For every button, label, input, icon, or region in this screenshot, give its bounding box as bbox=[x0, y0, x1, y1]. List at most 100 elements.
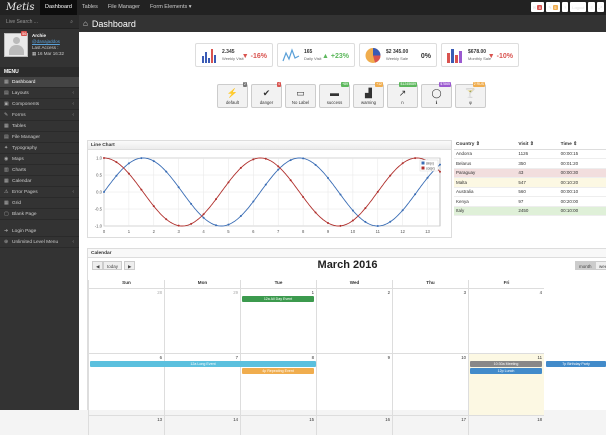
sidebar-item-charts[interactable]: ▥ Charts bbox=[0, 165, 79, 176]
day-of-week-header: Mon bbox=[164, 280, 240, 288]
topnav-form-elements[interactable]: Form Elements ▾ bbox=[149, 4, 192, 10]
calendar-day-cell[interactable]: 28 bbox=[88, 288, 164, 353]
data-point bbox=[165, 170, 168, 173]
sidebar-item-components[interactable]: ▣ Components ‹ bbox=[0, 99, 79, 110]
prev-button[interactable]: ◀ bbox=[92, 261, 104, 270]
sidebar-item-label: Login Page bbox=[12, 228, 37, 234]
quick-action-button[interactable]: 🍸 φ 2 RUS bbox=[455, 82, 486, 108]
table-cell: Italy bbox=[454, 206, 517, 216]
mail-icon[interactable]: ✉ 8 bbox=[530, 2, 545, 12]
calendar-day-cell[interactable]: 1 bbox=[240, 288, 316, 353]
quick-action-button[interactable]: ▬ success +89 bbox=[319, 82, 350, 108]
topnav-file-manager[interactable]: File Manager bbox=[107, 4, 140, 10]
calendar-event[interactable]: 10:30a Meeting bbox=[470, 361, 542, 367]
calendar-panel: Calendar ◀ today ▶ March 2016 month week… bbox=[87, 248, 606, 435]
comment-icon[interactable]: ✎ 5 bbox=[546, 2, 560, 12]
sidebar-item-error-pages[interactable]: ⚠ Error Pages ‹ bbox=[0, 187, 79, 198]
menu-item-icon: ⚠ bbox=[4, 189, 9, 195]
help-icon[interactable]: ? bbox=[561, 2, 569, 12]
calendar-day-cell[interactable]: 8 bbox=[240, 353, 316, 415]
next-button[interactable]: ▶ bbox=[124, 261, 136, 270]
search-icon[interactable]: ⌕ bbox=[70, 18, 73, 25]
quick-action-button[interactable]: ⚡ default 2 bbox=[217, 82, 248, 108]
calendar-day-cell[interactable]: 16 bbox=[316, 415, 392, 435]
calendar-day-cell[interactable]: 2 bbox=[316, 288, 392, 353]
table-cell: 43 bbox=[516, 168, 559, 178]
notification-badge: 5 bbox=[552, 4, 558, 10]
stat-card[interactable]: $2 345.00 Weekly Sale 0% bbox=[359, 43, 437, 67]
sidebar-item-grid[interactable]: ▦ Grid bbox=[0, 198, 79, 209]
calendar-day-cell[interactable]: 29 bbox=[164, 288, 240, 353]
calendar-day-cell[interactable]: 4 bbox=[468, 288, 544, 353]
action-badge: $1245689 bbox=[399, 82, 417, 87]
calendar-day-cell[interactable]: 18 bbox=[468, 415, 544, 435]
day-number: 18 bbox=[537, 417, 542, 422]
menu-item-icon: ▥ bbox=[4, 167, 9, 173]
sidebar-item-file-manager[interactable]: ▤ File Manager bbox=[0, 132, 79, 143]
y-tick-label: -1.0 bbox=[95, 224, 103, 229]
action-icon: ✔ bbox=[262, 88, 271, 98]
data-point bbox=[401, 162, 404, 165]
stat-card[interactable]: 2.345 Weekly Visit ▼ -16% bbox=[195, 43, 273, 67]
calendar-day-cell[interactable]: 7 bbox=[164, 353, 240, 415]
sidebar-item-login-page[interactable]: ➜ Login Page bbox=[0, 226, 79, 237]
calendar-day-cell[interactable]: 9 bbox=[316, 353, 392, 415]
today-button[interactable]: today bbox=[103, 261, 123, 270]
top-navbar: Metis Dashboard Tables File Manager Form… bbox=[0, 0, 606, 15]
data-point bbox=[439, 170, 441, 173]
quick-action-button[interactable]: ◯ ℹ $7865 bbox=[421, 82, 452, 108]
calendar-event[interactable]: 7p Birthday Party bbox=[546, 361, 606, 367]
fullscreen-icon[interactable]: ⤢ bbox=[596, 2, 604, 12]
calendar-day-cell[interactable]: 13 bbox=[88, 415, 164, 435]
sidebar-item-maps[interactable]: ◉ Maps bbox=[0, 154, 79, 165]
calendar-day-cell[interactable]: 15 bbox=[240, 415, 316, 435]
menu-item-icon: ◉ bbox=[4, 156, 9, 162]
topnav-tables[interactable]: Tables bbox=[81, 4, 98, 10]
calendar-event[interactable]: 4p Repeating Event bbox=[242, 368, 314, 374]
sidebar-item-forms[interactable]: ✎ Forms ‹ bbox=[0, 110, 79, 121]
brand-logo[interactable]: Metis bbox=[6, 2, 35, 13]
logout-button[interactable]: Logout bbox=[570, 2, 587, 12]
calendar-event[interactable]: 12p Lunch bbox=[470, 368, 542, 374]
quick-action-button[interactable]: ✔ danger 4 bbox=[251, 82, 282, 108]
calendar-day-cell[interactable]: 14 bbox=[164, 415, 240, 435]
sidebar-item-unlimited-level-menu[interactable]: ⊕ Unlimited Level Menu ‹ bbox=[0, 237, 79, 248]
week-view-button[interactable]: week bbox=[595, 261, 606, 270]
line-chart-title: Line Chart bbox=[88, 141, 451, 150]
avatar[interactable] bbox=[4, 33, 28, 57]
sidebar-item-tables[interactable]: ▦ Tables bbox=[0, 121, 79, 132]
column-header[interactable]: Visit ⇕ bbox=[516, 140, 559, 150]
topnav-dashboard[interactable]: Dashboard bbox=[40, 0, 77, 15]
calendar-day-cell[interactable]: 17 bbox=[392, 415, 468, 435]
stat-card[interactable]: $678.00 Monthly Sale ▼ -10% bbox=[441, 43, 519, 67]
data-point bbox=[426, 176, 429, 179]
calendar-event[interactable]: 12a Long Event bbox=[90, 361, 316, 367]
menu-icon[interactable]: ≡ bbox=[588, 2, 595, 12]
menu-item-icon: ▦ bbox=[4, 200, 9, 206]
sidebar-item-typography[interactable]: ✦ Typography bbox=[0, 143, 79, 154]
data-point bbox=[264, 157, 267, 160]
menu-heading: MENU bbox=[0, 67, 79, 77]
calendar-event[interactable]: 12a All Day Event bbox=[242, 296, 314, 302]
calendar-day-cell[interactable]: 3 bbox=[392, 288, 468, 353]
search-input[interactable]: Live Search ... ⌕ bbox=[0, 15, 79, 29]
sidebar-item-calendar[interactable]: ▦ Calendar bbox=[0, 176, 79, 187]
calendar-day-cell[interactable]: 10 bbox=[392, 353, 468, 415]
data-point bbox=[215, 198, 217, 201]
sidebar-item-blank-page[interactable]: ▢ Blank Page bbox=[0, 209, 79, 220]
sidebar-item-layouts[interactable]: ▤ Layouts ‹ bbox=[0, 88, 79, 99]
menu-item-icon: ➜ bbox=[4, 228, 9, 234]
data-point bbox=[289, 179, 292, 182]
quick-action-button[interactable]: ▭ No Label bbox=[285, 84, 316, 108]
quick-action-button[interactable]: ↗ n $1245689 bbox=[387, 82, 418, 108]
month-view-button[interactable]: month bbox=[575, 261, 596, 270]
column-header[interactable]: Time ⇕ bbox=[558, 140, 606, 150]
action-label: ℹ bbox=[435, 100, 438, 105]
sidebar-item-label: Tables bbox=[12, 123, 26, 129]
quick-action-button[interactable]: ▟ warning +12 bbox=[353, 82, 384, 108]
calendar-day-cell[interactable]: 6 bbox=[88, 353, 164, 415]
column-header[interactable]: Country ⇕ bbox=[454, 140, 517, 150]
stat-card[interactable]: 165 Daily Visit ▲ +23% bbox=[277, 43, 355, 67]
sidebar-item-dashboard[interactable]: ▦ Dashboard bbox=[0, 77, 79, 88]
user-email-link[interactable]: @danajaddos bbox=[32, 39, 60, 44]
